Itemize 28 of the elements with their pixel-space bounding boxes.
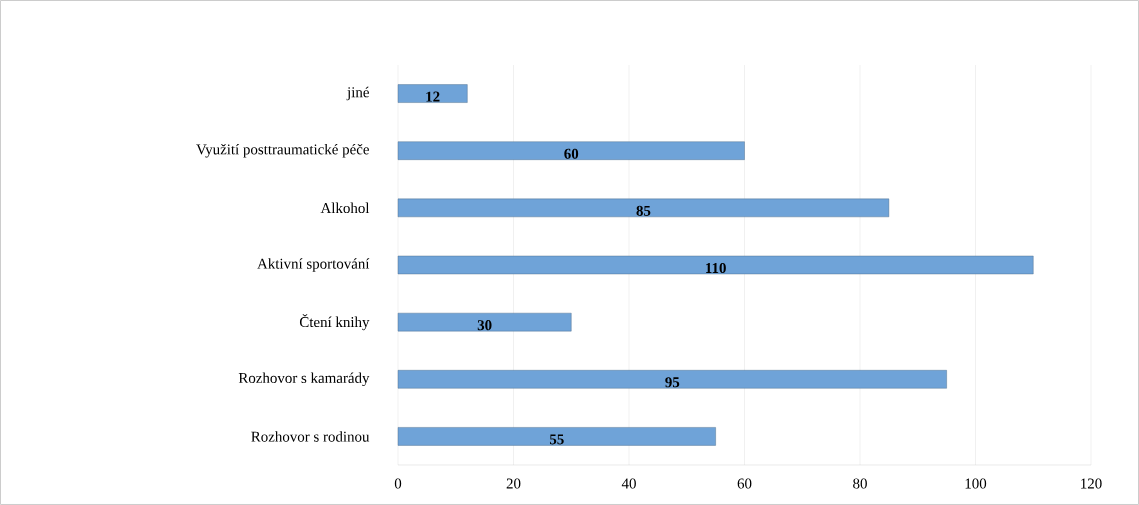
data-label: 85 bbox=[636, 205, 651, 216]
y-tick-label: Rozhovor s rodinou bbox=[251, 431, 370, 442]
x-tick-label: 0 bbox=[394, 478, 402, 489]
data-label: 30 bbox=[477, 320, 492, 331]
data-label: 12 bbox=[426, 91, 440, 102]
x-tick-label: 20 bbox=[506, 478, 521, 489]
bar bbox=[397, 198, 890, 218]
bar bbox=[397, 427, 716, 446]
x-tick-label: 40 bbox=[621, 478, 636, 489]
y-tick-label: Rozhovor s kamarády bbox=[238, 372, 370, 387]
data-label: 95 bbox=[665, 377, 680, 388]
bar bbox=[397, 312, 572, 332]
data-label: 60 bbox=[564, 148, 579, 159]
x-tick-label: 80 bbox=[853, 478, 867, 489]
bar bbox=[397, 255, 1034, 275]
y-tick-label: Alkohol bbox=[320, 202, 370, 214]
data-label: 110 bbox=[706, 262, 726, 274]
x-tick-label: 100 bbox=[965, 478, 987, 489]
y-tick-label: Čtení knihy bbox=[299, 314, 370, 331]
y-tick-label: jiné bbox=[346, 86, 369, 101]
bar bbox=[397, 84, 468, 103]
bar bbox=[397, 141, 745, 160]
bar bbox=[397, 370, 947, 389]
y-tick-label: Aktivní sportování bbox=[257, 258, 370, 272]
data-label: 55 bbox=[549, 434, 564, 445]
x-tick-label: 60 bbox=[737, 478, 752, 489]
y-tick-label: Využití posttraumatické péče bbox=[196, 143, 369, 158]
x-tick-label: 120 bbox=[1081, 478, 1102, 489]
